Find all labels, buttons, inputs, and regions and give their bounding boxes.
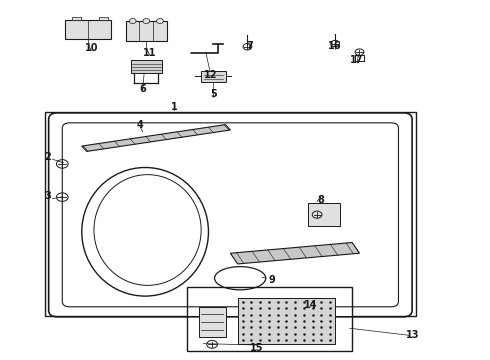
Text: 13: 13 — [406, 330, 420, 341]
Bar — [201, 71, 225, 82]
Text: 3: 3 — [44, 191, 51, 201]
Circle shape — [143, 18, 150, 23]
Bar — [72, 17, 81, 20]
Text: 17: 17 — [350, 55, 364, 65]
Text: 16: 16 — [328, 41, 342, 51]
Text: 2: 2 — [44, 152, 51, 162]
Text: 11: 11 — [143, 48, 157, 58]
Text: 7: 7 — [246, 41, 253, 51]
Polygon shape — [82, 125, 230, 152]
Bar — [238, 298, 335, 344]
Bar — [99, 17, 108, 20]
Text: 14: 14 — [304, 300, 318, 310]
Bar — [125, 21, 167, 41]
Bar — [65, 20, 111, 39]
Polygon shape — [230, 243, 360, 264]
Text: 5: 5 — [210, 89, 217, 99]
Bar — [187, 287, 352, 351]
Circle shape — [157, 18, 163, 23]
Bar — [45, 112, 416, 316]
Bar — [308, 203, 340, 226]
Text: 4: 4 — [137, 120, 144, 130]
Text: 15: 15 — [250, 343, 264, 353]
Text: 6: 6 — [139, 84, 146, 94]
Bar — [199, 307, 225, 337]
Text: 12: 12 — [204, 69, 218, 80]
Text: 8: 8 — [317, 195, 324, 204]
Text: 10: 10 — [85, 43, 98, 53]
Bar — [130, 60, 162, 73]
Text: 1: 1 — [171, 102, 178, 112]
Circle shape — [129, 18, 136, 23]
Text: 9: 9 — [269, 275, 275, 285]
